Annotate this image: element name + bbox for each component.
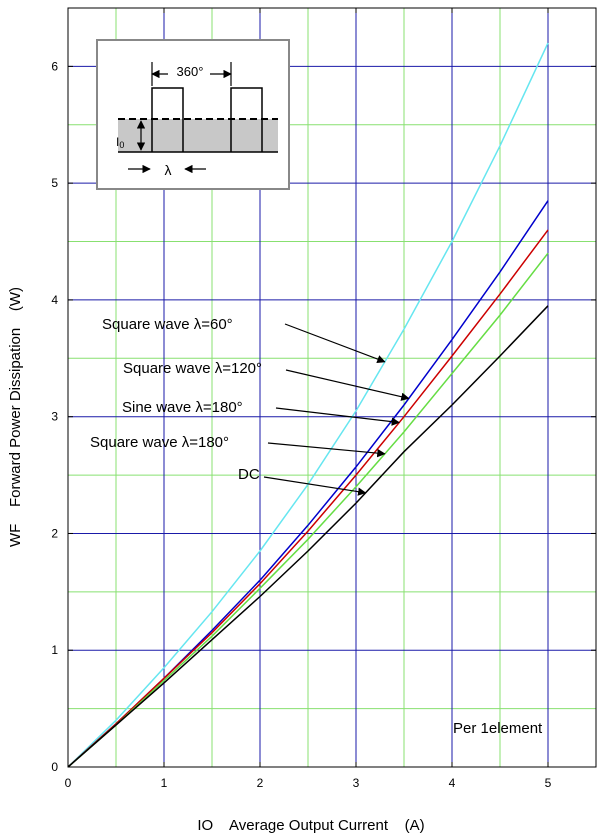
y-tick-label: 1 (51, 643, 58, 657)
annotation-arrow-2 (275, 407, 401, 426)
annotation-arrow-1 (285, 369, 410, 401)
axis-ticks: 0 1 2 3 4 5 0 1 2 3 4 5 6 (51, 8, 596, 790)
inset-pulse-1 (151, 87, 184, 152)
x-tick-label: 2 (257, 776, 264, 790)
annotation-label-3: Square wave λ=180° (90, 434, 229, 451)
x-tick-label: 4 (449, 776, 456, 790)
series-line-2 (67, 229, 549, 768)
inset-frame (96, 39, 290, 190)
inset-pulse-2 (230, 87, 263, 152)
x-tick-label: 1 (161, 776, 168, 790)
inset-current-label: I (116, 135, 119, 149)
annotation-arrow-4 (263, 476, 367, 496)
inset-width-label: λ (165, 162, 172, 178)
annotation-arrow-3 (267, 442, 386, 458)
y-tick-label: 4 (51, 293, 58, 307)
annotation-label-4: DC (238, 466, 260, 483)
series-lines (67, 42, 549, 768)
annotation-label-1: Square wave λ=120° (123, 360, 262, 377)
annotation-label-0: Square wave λ=60° (102, 316, 233, 333)
annotation-label-2: Sine wave λ=180° (122, 399, 243, 416)
per-element-note: Per 1element (453, 720, 543, 737)
y-tick-label: 2 (51, 526, 58, 540)
x-tick-label: 5 (545, 776, 552, 790)
inset-period-label: 360° (177, 64, 204, 79)
inset-current-subscript: 0 (119, 140, 124, 150)
svg-text:I0: I0 (116, 135, 124, 150)
plot-frame (67, 7, 597, 768)
y-tick-label: 3 (51, 410, 58, 424)
y-axis-label: WF Forward Power Dissipation (W) (7, 287, 24, 547)
annotations: Square wave λ=60° Square wave λ=120° Sine … (90, 316, 410, 496)
inset-shaded-area (118, 119, 278, 152)
x-axis-label: IO Average Output Current (A) (197, 817, 424, 834)
waveform-inset: 360° I0 λ (96, 39, 290, 190)
x-tick-label: 3 (353, 776, 360, 790)
y-tick-label: 5 (51, 176, 58, 190)
series-line-4 (67, 305, 549, 768)
annotation-arrow-0 (284, 323, 386, 364)
x-tick-label: 0 (65, 776, 72, 790)
series-line-3 (67, 252, 549, 768)
y-tick-label: 0 (51, 760, 58, 774)
y-tick-label: 6 (51, 59, 58, 73)
